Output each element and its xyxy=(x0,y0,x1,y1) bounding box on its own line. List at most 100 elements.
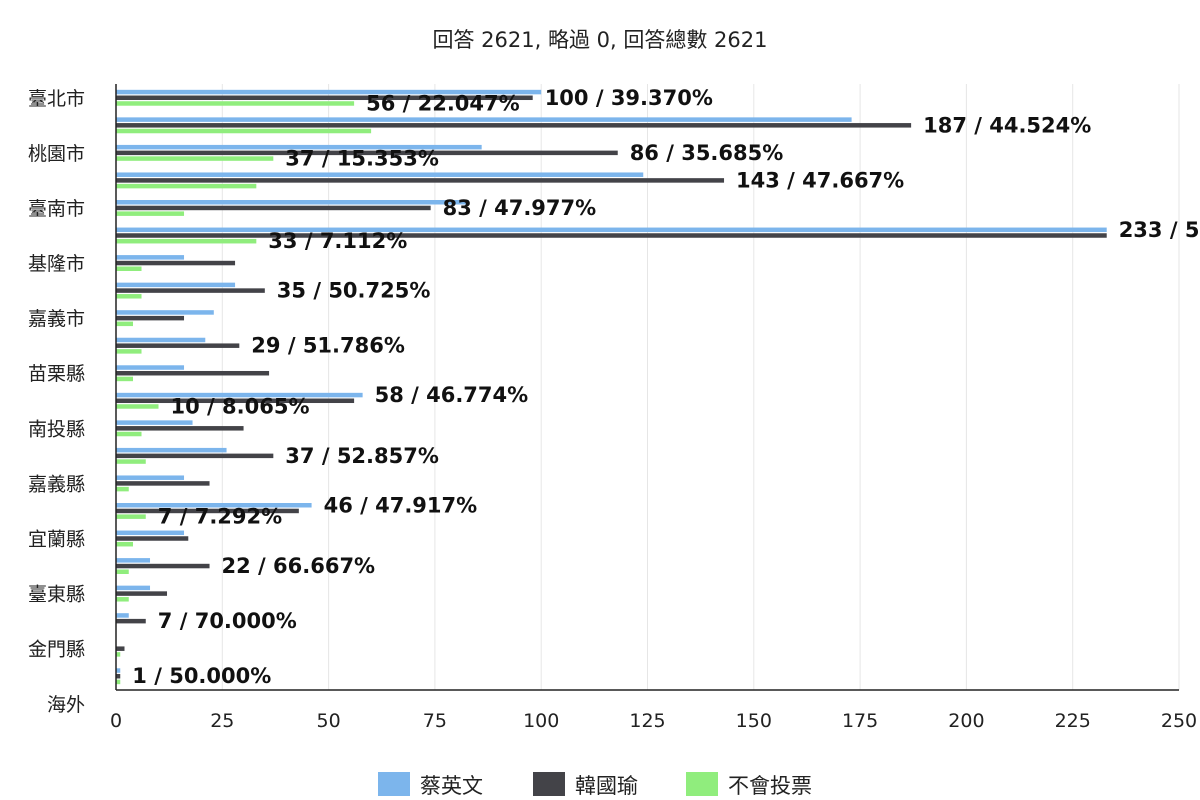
bar-韓國瑜-14 xyxy=(116,481,210,486)
bars-group xyxy=(116,89,1107,685)
bar-蔡英文-7 xyxy=(116,282,236,288)
bar-韓國瑜-21 xyxy=(116,673,121,679)
bar-蔡英文-8 xyxy=(116,310,214,315)
x-tick-200: 200 xyxy=(948,710,984,732)
category-label-9: 臺東縣 xyxy=(28,584,85,606)
bar-韓國瑜-7 xyxy=(116,288,265,293)
bar-韓國瑜-19 xyxy=(116,618,146,624)
x-tick-250: 250 xyxy=(1161,710,1197,732)
data-label-8: 33 / 7.112% xyxy=(268,229,407,253)
bar-蔡英文-21 xyxy=(116,668,121,673)
bar-蔡英文-1 xyxy=(116,117,852,122)
category-label-1: 桃園市 xyxy=(28,143,85,165)
bar-不會投票-1 xyxy=(116,128,372,134)
bar-韓國瑜-0 xyxy=(116,95,533,101)
bar-不會投票-21 xyxy=(116,679,121,685)
category-label-3: 基隆市 xyxy=(28,253,85,275)
category-label-2: 臺南市 xyxy=(28,198,85,220)
grid-lines xyxy=(221,84,1180,690)
bar-韓國瑜-3 xyxy=(116,178,725,183)
bar-韓國瑜-9 xyxy=(116,343,240,348)
data-label-17: 7 / 70.000% xyxy=(158,609,297,633)
bar-韓國瑜-4 xyxy=(116,205,431,211)
bar-不會投票-8 xyxy=(116,321,134,327)
category-label-11: 海外 xyxy=(47,694,85,716)
bar-蔡英文-19 xyxy=(116,613,129,618)
bar-蔡英文-14 xyxy=(116,475,185,480)
x-tick-50: 50 xyxy=(317,710,341,732)
x-tick-225: 225 xyxy=(1055,710,1091,732)
bar-韓國瑜-16 xyxy=(116,536,189,541)
data-label-3: 86 / 35.685% xyxy=(630,141,784,165)
data-label-1: 100 / 39.370% xyxy=(545,86,713,110)
legend-label-1: 韓國瑜 xyxy=(575,774,638,798)
x-tick-150: 150 xyxy=(736,710,772,732)
bar-韓國瑜-15 xyxy=(116,508,299,514)
category-label-0: 臺北市 xyxy=(28,88,85,110)
bar-不會投票-11 xyxy=(116,404,159,409)
bar-蔡英文-12 xyxy=(116,420,193,425)
bar-不會投票-2 xyxy=(116,156,274,161)
bar-蔡英文-10 xyxy=(116,365,185,370)
bar-蔡英文-17 xyxy=(116,558,151,563)
bar-不會投票-16 xyxy=(116,541,134,547)
category-label-8: 宜蘭縣 xyxy=(28,529,85,551)
bar-不會投票-12 xyxy=(116,431,142,437)
bar-蔡英文-4 xyxy=(116,200,469,205)
bar-不會投票-3 xyxy=(116,183,257,189)
bar-蔡英文-2 xyxy=(116,144,482,150)
bar-韓國瑜-11 xyxy=(116,398,355,404)
bar-韓國瑜-8 xyxy=(116,315,185,321)
x-tick-100: 100 xyxy=(523,710,559,732)
data-label-15: 7 / 7.292% xyxy=(158,505,282,529)
data-label-18: 1 / 50.000% xyxy=(132,664,271,688)
data-label-16: 22 / 66.667% xyxy=(222,554,376,578)
data-label-5: 143 / 47.667% xyxy=(736,168,904,192)
bar-韓國瑜-17 xyxy=(116,563,210,569)
legend-swatch-0 xyxy=(378,772,410,796)
bar-不會投票-18 xyxy=(116,597,129,602)
data-label-6: 83 / 47.977% xyxy=(443,196,597,220)
legend-label-0: 蔡英文 xyxy=(420,774,483,798)
bar-不會投票-17 xyxy=(116,569,129,574)
bar-蔡英文-9 xyxy=(116,337,206,343)
data-label-0: 56 / 22.047% xyxy=(366,92,520,116)
bar-蔡英文-0 xyxy=(116,89,542,95)
bar-韓國瑜-20 xyxy=(116,646,125,651)
bar-蔡英文-16 xyxy=(116,530,185,536)
legend-swatch-2 xyxy=(686,772,718,796)
data-label-4: 37 / 15.353% xyxy=(285,147,439,171)
bar-不會投票-9 xyxy=(116,349,142,354)
bar-不會投票-15 xyxy=(116,514,146,519)
x-tick-0: 0 xyxy=(110,710,122,732)
bar-不會投票-4 xyxy=(116,211,185,216)
bar-蔡英文-6 xyxy=(116,255,185,260)
category-label-4: 嘉義市 xyxy=(28,308,85,330)
data-label-7: 233 / 50.216% xyxy=(1119,218,1200,242)
category-label-10: 金門縣 xyxy=(28,639,85,661)
bar-韓國瑜-10 xyxy=(116,370,270,376)
data-label-12: 10 / 8.065% xyxy=(171,395,310,419)
bar-不會投票-20 xyxy=(116,652,121,657)
data-label-9: 35 / 50.725% xyxy=(277,279,431,303)
axes xyxy=(115,84,1179,691)
x-tick-75: 75 xyxy=(423,710,447,732)
bar-韓國瑜-5 xyxy=(116,233,1107,238)
x-tick-125: 125 xyxy=(629,710,665,732)
bar-不會投票-14 xyxy=(116,486,129,492)
data-labels: 56 / 22.047% 100 / 39.370% 187 / 44.524% 86… xyxy=(132,86,1200,688)
legend-swatch-1 xyxy=(533,772,565,796)
bar-蔡英文-3 xyxy=(116,172,644,177)
bar-不會投票-10 xyxy=(116,376,134,382)
category-label-6: 南投縣 xyxy=(28,418,85,440)
bar-不會投票-7 xyxy=(116,294,142,299)
bar-韓國瑜-13 xyxy=(116,453,274,459)
bar-蔡英文-15 xyxy=(116,503,312,508)
category-label-5: 苗栗縣 xyxy=(28,363,85,385)
bar-韓國瑜-12 xyxy=(116,426,244,431)
chart-title: 回答 2621, 略過 0, 回答總數 2621 xyxy=(433,28,768,52)
bar-不會投票-5 xyxy=(116,238,257,244)
data-label-11: 58 / 46.774% xyxy=(375,383,529,407)
